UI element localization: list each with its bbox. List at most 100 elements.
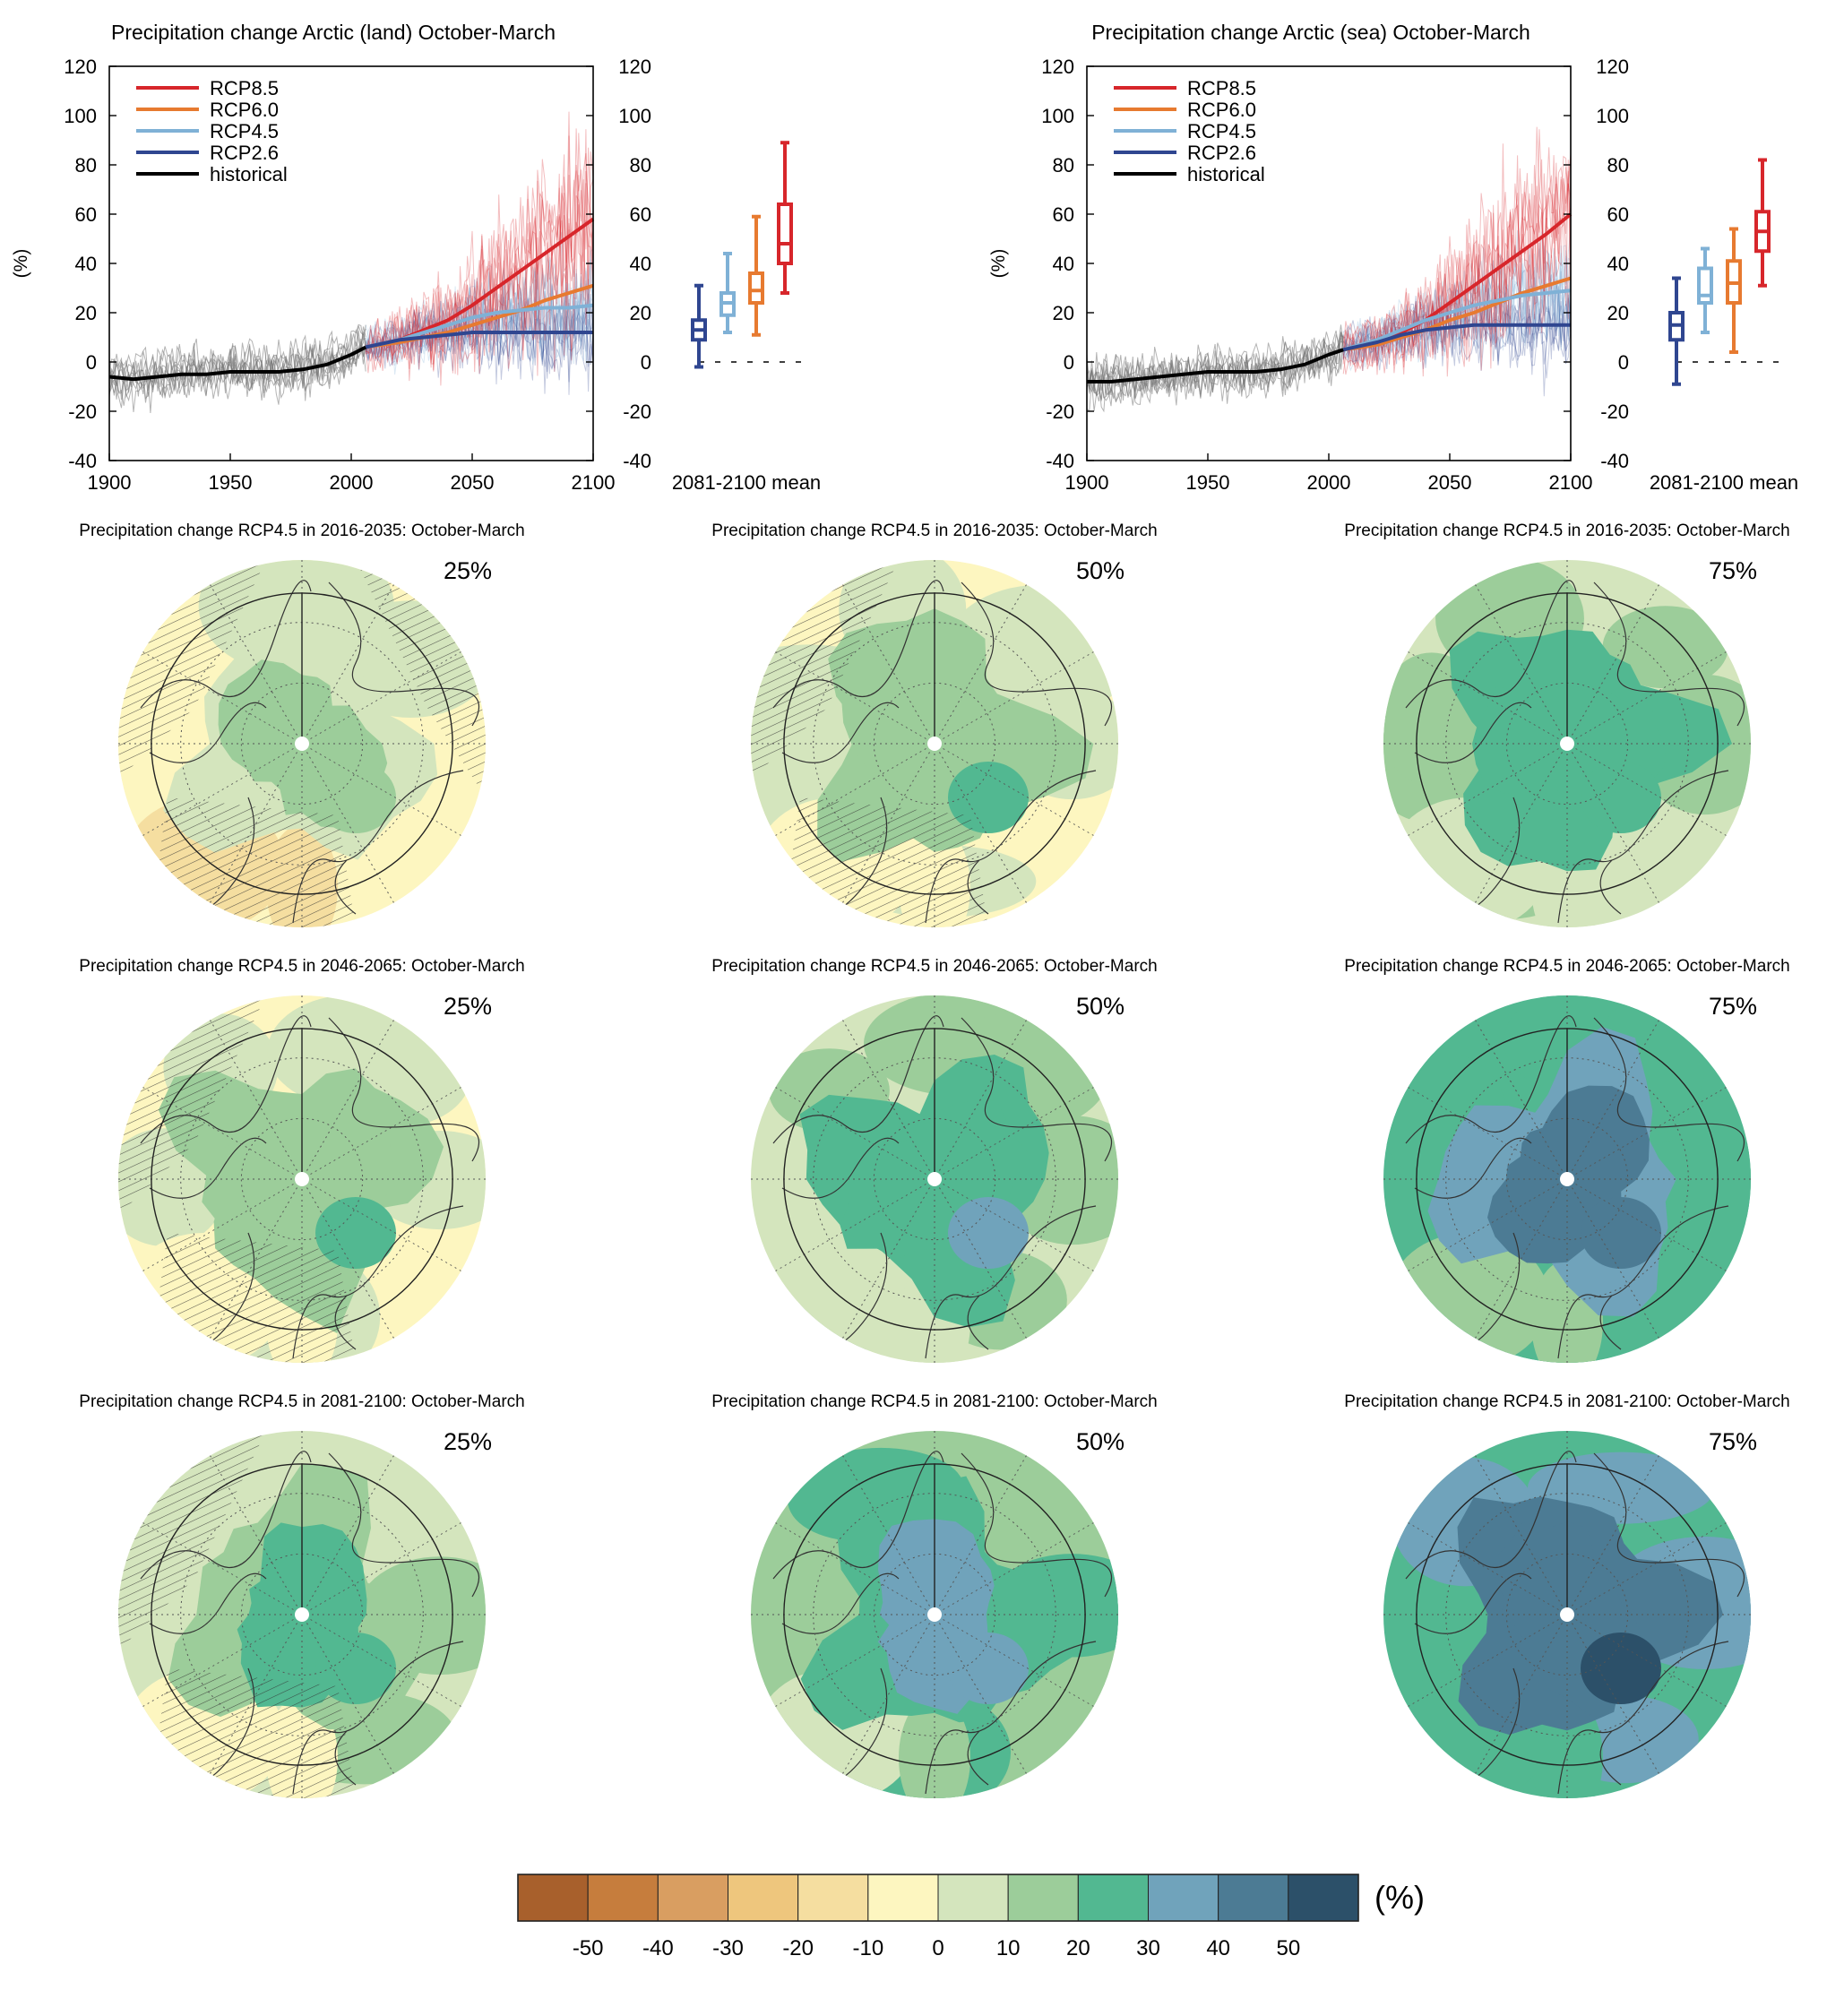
coastline-path: [967, 1730, 989, 1786]
north-pole-marker: [927, 1172, 942, 1186]
field-region: [1581, 762, 1661, 833]
coastline-path: [1405, 1015, 1577, 1144]
coastlines: [1405, 1015, 1745, 1359]
y-tick-label-right: 80: [630, 154, 651, 177]
map-field: [1383, 995, 1751, 1363]
legend-label: RCP8.5: [210, 77, 279, 99]
map-title: Precipitation change RCP4.5 in 2081-2100…: [1344, 1392, 1789, 1411]
y-tick-label-right: 20: [1607, 302, 1629, 324]
y-tick-label-right: 40: [1607, 253, 1629, 275]
ensemble-member-line: [108, 324, 366, 383]
colorbar-swatch: [867, 1874, 939, 1922]
box-axis-label: 2081-2100 mean: [672, 471, 821, 494]
coastlines: [772, 1451, 1113, 1795]
x-tick-label: 2000: [1307, 471, 1351, 494]
coastlines: [1405, 1451, 1745, 1795]
colorbar-tick-label: -20: [782, 1936, 814, 1960]
north-pole-marker: [927, 737, 942, 751]
colorbar-tick-label: 50: [1276, 1936, 1300, 1960]
ensemble-member-line: [1342, 285, 1572, 371]
coastline-path: [1593, 1017, 1745, 1162]
coastline-path: [961, 582, 1113, 727]
x-tick-label: 1950: [209, 471, 253, 494]
coastline-path: [1593, 1452, 1745, 1598]
polar-map-panel-2: Precipitation change RCP4.5 in 2016-2035…: [711, 521, 1158, 927]
coastline-path: [140, 1015, 312, 1144]
colorbar-swatch: [1288, 1874, 1359, 1922]
panel-title: Precipitation change Arctic (sea) Octobe…: [1091, 21, 1530, 44]
coastline-path: [1599, 1295, 1622, 1350]
coastline-path: [1405, 1451, 1577, 1580]
coastlines: [1405, 580, 1745, 924]
coastline-path: [781, 1137, 900, 1199]
field-region: [948, 1197, 1029, 1269]
polar-map-panel-4: Precipitation change RCP4.5 in 2046-2065…: [79, 957, 525, 1363]
y-tick-label-right: 120: [618, 56, 651, 78]
colorbar-swatch: [797, 1874, 869, 1922]
coastlines: [140, 580, 480, 924]
y-tick-label: 40: [1053, 253, 1074, 275]
coastline-path: [1414, 1572, 1532, 1634]
colorbar-swatch: [587, 1874, 659, 1922]
coastline-path: [292, 1641, 464, 1795]
north-pole-marker: [927, 1607, 942, 1622]
ensemble-member-line: [1342, 283, 1572, 372]
map-title: Precipitation change RCP4.5 in 2081-2100…: [711, 1392, 1157, 1411]
coastline-path: [781, 1572, 900, 1634]
y-tick-label-right: 100: [1596, 105, 1629, 127]
polar-map-panel-1: Precipitation change RCP4.5 in 2016-2035…: [79, 521, 525, 927]
coastline-path: [140, 1451, 312, 1580]
x-tick-label: 2000: [330, 471, 374, 494]
ensemble-member-line: [1342, 245, 1572, 360]
north-pole-marker: [295, 737, 309, 751]
colorbar-tick-label: -10: [852, 1936, 883, 1960]
legend-label: RCP2.6: [1187, 142, 1256, 164]
colorbar: -50 -40 -30 -20 -10 0 10 20 30 40 50 (%): [517, 1874, 1425, 1960]
legend-label: RCP6.0: [210, 99, 279, 121]
y-tick-label-right: 120: [1596, 56, 1629, 78]
coastline-path: [1557, 770, 1729, 924]
ensemble-member-line: [365, 302, 594, 385]
coastlines: [140, 1451, 480, 1795]
map-title: Precipitation change RCP4.5 in 2046-2065…: [79, 957, 524, 976]
colorbar-tick-label: 0: [932, 1936, 944, 1960]
y-tick-label: 20: [75, 302, 97, 324]
ensemble-member-line: [365, 153, 594, 374]
map-field: [1383, 1431, 1751, 1798]
y-tick-label-right: 20: [630, 302, 651, 324]
ensemble-member-line: [365, 276, 594, 395]
box-plot-rcp26: [691, 283, 707, 369]
y-tick-label: -20: [1046, 401, 1074, 423]
ensemble-member-line: [1086, 331, 1344, 394]
ensemble-member-line: [108, 340, 366, 414]
x-tick-label: 2050: [451, 471, 495, 494]
y-tick-label: 40: [75, 253, 97, 275]
ensemble-member-line: [365, 288, 594, 392]
y-tick-label-right: -20: [1600, 401, 1629, 423]
coastline-path: [772, 1015, 944, 1144]
y-tick-label-right: -40: [623, 450, 651, 472]
box-plot-rcp26: [1668, 276, 1685, 386]
map-field: [751, 995, 1118, 1363]
y-tick-label-right: 60: [1607, 203, 1629, 226]
y-tick-label-right: 100: [618, 105, 651, 127]
coastline-path: [925, 1205, 1097, 1359]
legend-label: RCP4.5: [1187, 120, 1256, 142]
legend-label: historical: [1187, 163, 1265, 185]
north-pole-marker: [295, 1172, 309, 1186]
series-line-historical: [108, 345, 367, 382]
ensemble-member-line: [365, 147, 594, 375]
coastline-path: [328, 1017, 480, 1162]
y-tick-label-right: 60: [630, 203, 651, 226]
y-tick-label: 80: [75, 154, 97, 177]
ensemble-member-line: [366, 159, 594, 368]
timeseries-panel-2: Precipitation change Arctic (sea) Octobe…: [988, 21, 1798, 494]
colorbar-swatch: [1148, 1874, 1219, 1922]
ensemble-member-line: [365, 111, 594, 382]
coastline-path: [925, 770, 1097, 924]
legend-label: RCP2.6: [210, 142, 279, 164]
coastline-path: [328, 1452, 480, 1598]
ensemble-member-line: [365, 275, 594, 375]
box-plot-rcp85: [1754, 158, 1771, 288]
series-line-rcp26: [1342, 323, 1571, 352]
